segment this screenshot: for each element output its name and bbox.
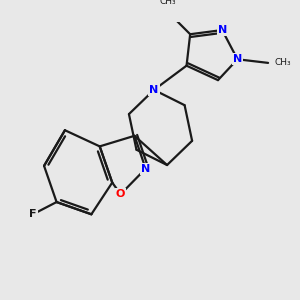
Text: N: N bbox=[149, 85, 159, 95]
Text: CH₃: CH₃ bbox=[274, 58, 291, 68]
Text: N: N bbox=[218, 25, 227, 35]
Text: F: F bbox=[29, 209, 37, 219]
Text: CH₃: CH₃ bbox=[160, 0, 176, 6]
Text: N: N bbox=[141, 164, 150, 174]
Text: N: N bbox=[233, 54, 242, 64]
Text: O: O bbox=[116, 189, 125, 199]
